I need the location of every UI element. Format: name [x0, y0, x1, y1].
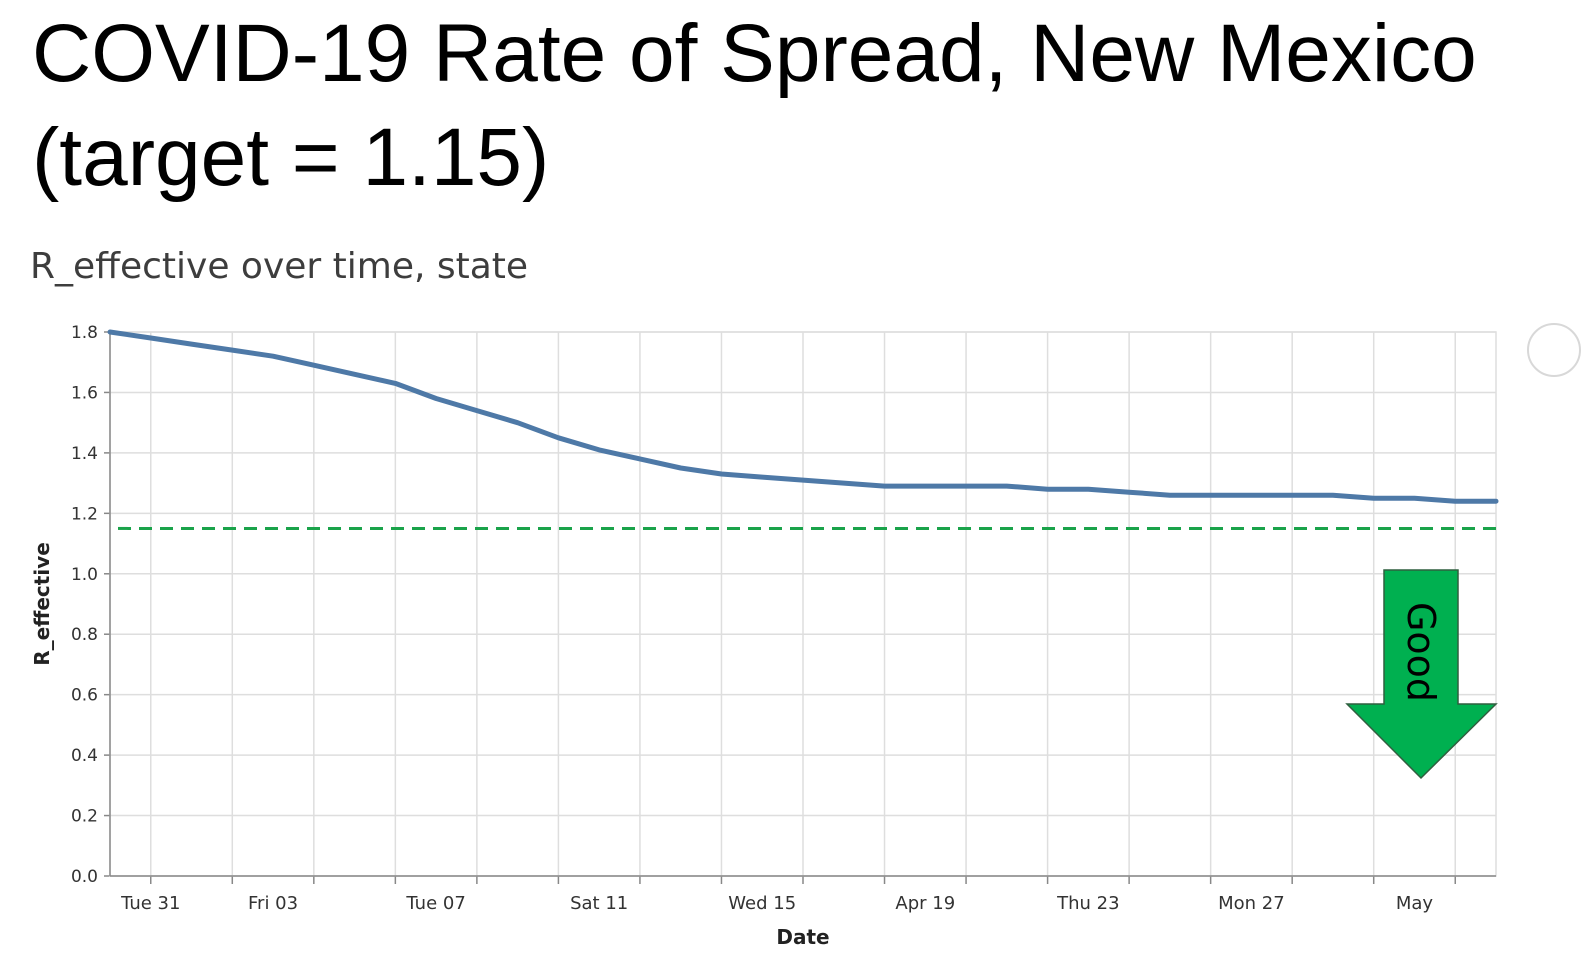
- title-line-1: COVID-19 Rate of Spread, New Mexico: [32, 8, 1477, 99]
- y-tick-label: 1.2: [71, 504, 98, 524]
- page-title: COVID-19 Rate of Spread, New Mexico (tar…: [32, 2, 1552, 210]
- y-tick-label: 0.8: [71, 625, 98, 645]
- grid: 0.0 0.2 0.4 0.6 0.8 1.0 1.2 1.4 1.6 1.8: [71, 323, 1496, 887]
- title-line-2: (target = 1.15): [32, 112, 550, 203]
- x-axis-title: Date: [776, 925, 829, 949]
- x-tick-label: Tue 07: [405, 893, 465, 914]
- y-tick-label: 1.4: [71, 444, 98, 464]
- y-axis-title: R_effective: [30, 542, 54, 666]
- edge-circle-icon[interactable]: [1527, 323, 1581, 377]
- y-tick-label: 1.6: [71, 383, 98, 403]
- x-tick-label: Wed 15: [728, 893, 796, 914]
- x-tick-label: Thu 23: [1056, 893, 1119, 914]
- x-tick-label: Sat 11: [570, 893, 628, 914]
- chart-subtitle: R_effective over time, state: [30, 246, 529, 287]
- x-tick-label: Fri 03: [248, 893, 298, 914]
- x-tick-label: Apr 19: [895, 893, 955, 914]
- y-tick-label: 1.8: [71, 323, 98, 343]
- x-tick-label: Mon 27: [1218, 893, 1285, 914]
- good-down-arrow-icon: [1345, 569, 1498, 780]
- y-tick-label: 0.0: [71, 867, 98, 887]
- x-tick-label: Tue 31: [120, 893, 180, 914]
- x-tick-label: May: [1396, 893, 1434, 914]
- y-tick-label: 0.6: [71, 686, 98, 706]
- y-tick-label: 0.4: [71, 746, 98, 766]
- series-line: [107, 329, 1499, 504]
- y-tick-label: 0.2: [71, 807, 98, 827]
- y-tick-label: 1.0: [71, 565, 98, 585]
- good-annotation-label: Good: [1399, 602, 1443, 702]
